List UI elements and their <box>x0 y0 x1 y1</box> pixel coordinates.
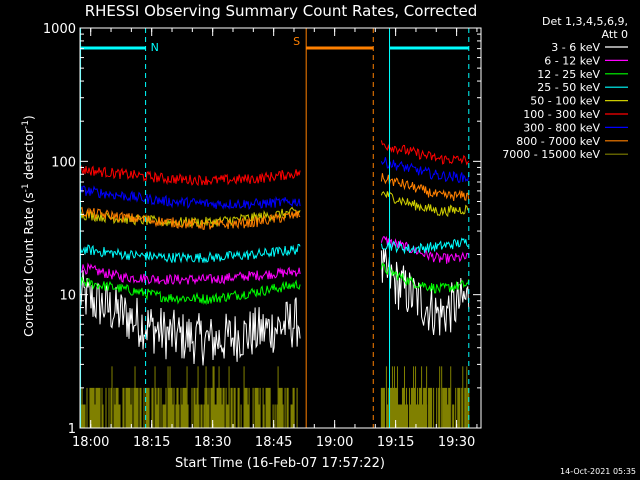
x-tick-label: 18:15 <box>133 435 170 450</box>
legend-label: 6 - 12 keV <box>544 54 600 67</box>
series-segment <box>80 206 301 230</box>
series-800-7000-kev-kev <box>80 173 470 230</box>
series-segment <box>380 235 470 264</box>
series-segment <box>80 276 301 306</box>
y-tick-label: 10 <box>59 289 76 304</box>
series-100-300-kev-kev <box>80 140 470 187</box>
series-segment <box>380 173 470 202</box>
y-tick-label: 1 <box>68 422 76 437</box>
series-25-50-kev-kev <box>80 237 469 264</box>
series-segment <box>380 157 470 184</box>
x-tick-label: 18:45 <box>255 435 292 450</box>
legend-label: 3 - 6 keV <box>551 41 600 54</box>
series-segment <box>80 185 301 210</box>
y-axis-label: Corrected Count Rate (s-1 detector-1) <box>21 115 36 336</box>
series-segment <box>380 140 470 166</box>
legend-header-line-2: Att 0 <box>602 28 628 41</box>
legend-label: 50 - 100 keV <box>530 95 600 108</box>
series-segment <box>380 248 470 336</box>
legend-label: 12 - 25 keV <box>537 68 600 81</box>
legend-label: 25 - 50 keV <box>537 81 600 94</box>
chart-title: RHESSI Observing Summary Count Rates, Co… <box>85 2 478 20</box>
series-segment <box>380 237 469 255</box>
series-3-6-kev-kev <box>80 248 470 366</box>
legend-label: 7000 - 15000 keV <box>502 148 600 161</box>
series-segment <box>380 190 470 218</box>
series-segment <box>80 243 301 264</box>
timestamp: 14-Oct-2021 05:35 <box>560 467 636 476</box>
series-12-25-kev-kev <box>80 261 470 306</box>
y-tick-label: 100 <box>51 155 76 170</box>
legend-label: 300 - 800 keV <box>523 121 600 134</box>
x-tick-label: 18:30 <box>194 435 231 450</box>
y-tick-label: 1000 <box>43 22 76 37</box>
x-tick-label: 19:15 <box>377 435 414 450</box>
series-segment <box>80 387 298 428</box>
legend-label: 100 - 300 keV <box>523 108 600 121</box>
series-300-800-kev-kev <box>80 157 470 210</box>
series-segment <box>380 261 470 294</box>
legend-label: 800 - 7000 keV <box>516 135 600 148</box>
plot-frame <box>79 27 482 429</box>
series-segment <box>80 206 301 229</box>
x-tick-label: 19:30 <box>438 435 475 450</box>
y-axis: 1 10 100 1000 <box>43 22 481 437</box>
legend-header-line-1: Det 1,3,4,5,6,9, <box>542 15 628 28</box>
series-segment <box>80 165 301 187</box>
x-tick-label: 19:00 <box>316 435 353 450</box>
annotation-label-n: N <box>151 41 159 54</box>
series-segment <box>80 270 301 366</box>
series-50-100-kev-kev <box>80 190 470 229</box>
series-6-12-kev-kev <box>80 235 470 286</box>
x-tick-label: 18:00 <box>72 435 109 450</box>
annotation-label-s: S <box>293 35 300 48</box>
series-7000-15000-kev-kev <box>80 366 470 428</box>
x-axis-label: Start Time (16-Feb-07 17:57:22) <box>175 456 385 471</box>
x-axis: 18:00 18:15 18:30 18:45 19:00 19:15 19:30 <box>72 28 478 450</box>
series-segment <box>80 262 301 286</box>
